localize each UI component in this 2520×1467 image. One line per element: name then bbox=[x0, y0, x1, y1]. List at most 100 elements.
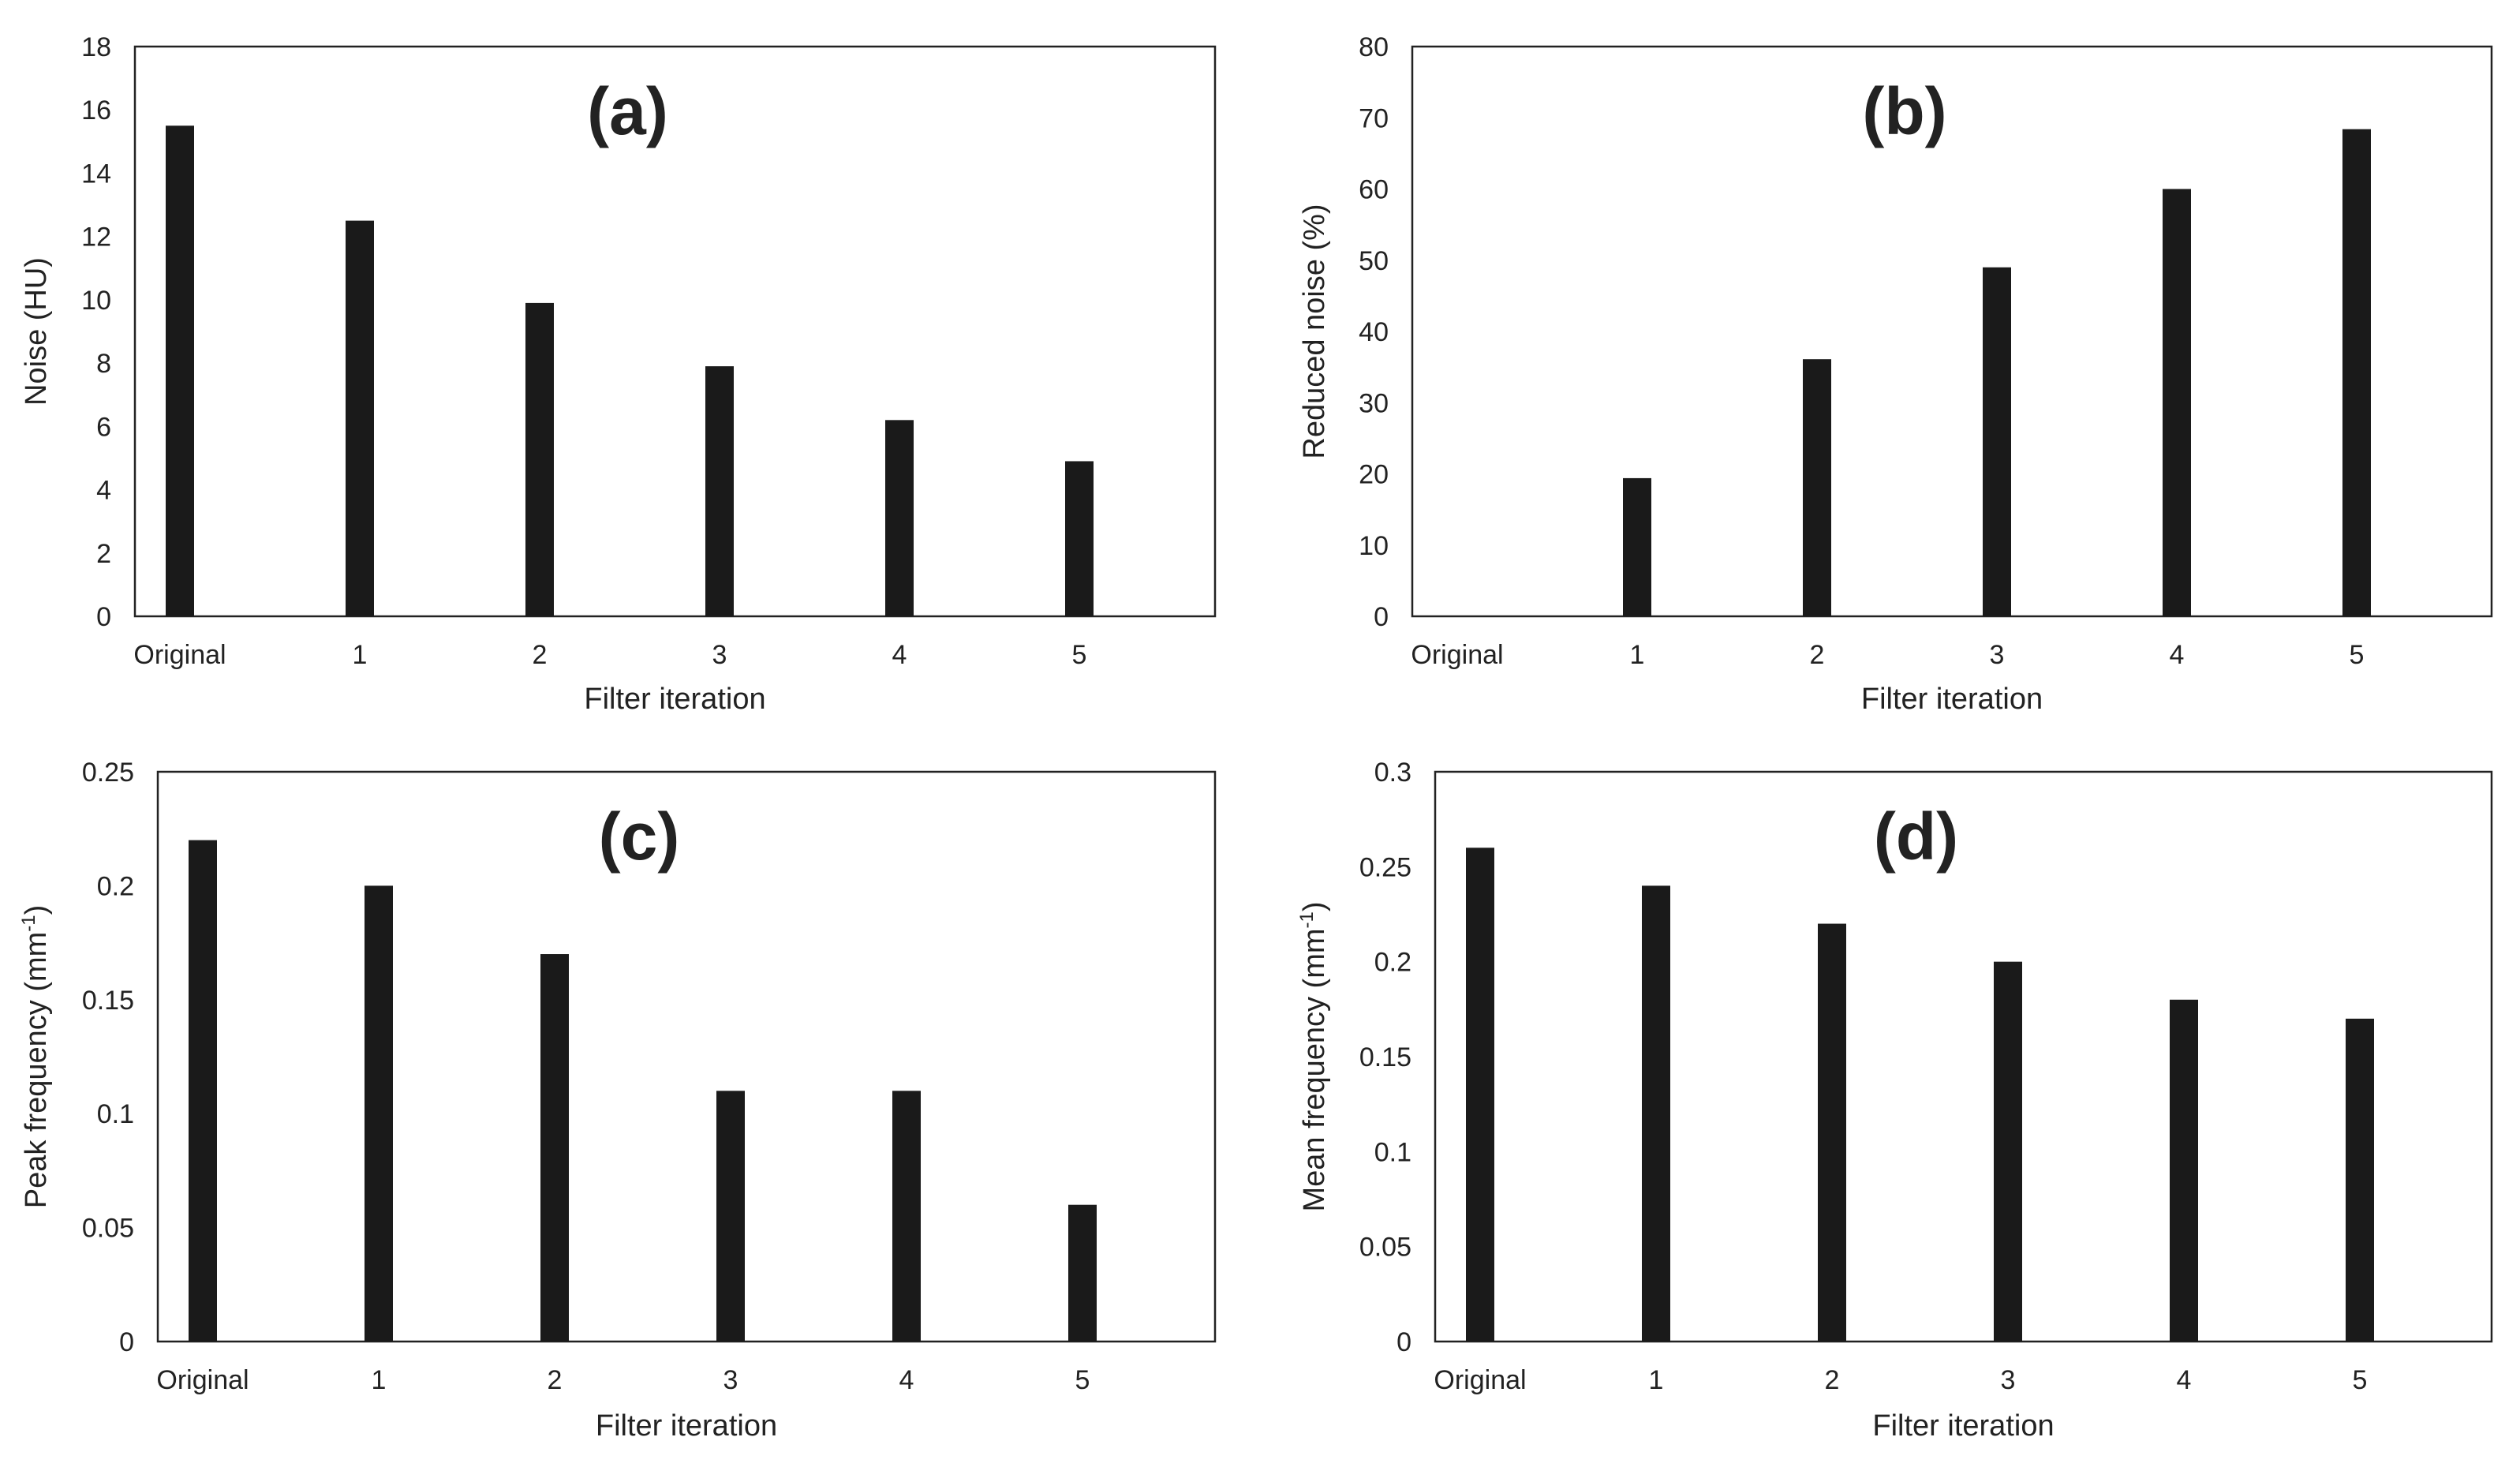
y-tick-label: 0.3 bbox=[1374, 758, 1411, 788]
x-tick-label: 4 bbox=[899, 1365, 914, 1395]
x-tick-label: 5 bbox=[2353, 1365, 2368, 1395]
x-tick-label: 5 bbox=[2350, 640, 2365, 670]
x-tick-label: 3 bbox=[1990, 640, 2005, 670]
x-tick-label: Original bbox=[1434, 1365, 1526, 1395]
bar-2 bbox=[525, 302, 554, 616]
y-tick-label: 6 bbox=[96, 412, 111, 442]
y-tick-label: 0.15 bbox=[1359, 1042, 1411, 1072]
x-tick-label: 1 bbox=[372, 1365, 387, 1395]
x-axis-label: Filter iteration bbox=[1861, 683, 2043, 716]
y-tick-label: 0 bbox=[119, 1327, 134, 1357]
y-axis-label: Reduced noise (%) bbox=[1298, 204, 1331, 458]
bar-1 bbox=[346, 220, 374, 616]
bar-original bbox=[189, 840, 217, 1342]
chart-panel-c: 0 0.05 0.1 0.15 0.2 0.25 Original 1 2 3 4 5 (c) Filte… bbox=[18, 758, 1217, 1443]
plot-frame bbox=[1411, 45, 2493, 618]
bar-3 bbox=[705, 366, 734, 616]
y-tick-label: 60 bbox=[1359, 175, 1389, 205]
chart-panel-d: 0 0.05 0.1 0.15 0.2 0.25 0.3 Original 1 2 3 4 5 (d) Fi… bbox=[1296, 758, 2493, 1443]
x-tick-label: Original bbox=[133, 640, 226, 670]
panel-title: (b) bbox=[1862, 74, 1946, 148]
y-tick-label: 70 bbox=[1359, 103, 1389, 133]
plot-frame bbox=[1434, 770, 2493, 1343]
x-tick-label: 2 bbox=[1810, 640, 1825, 670]
y-tick-label: 0.2 bbox=[97, 871, 134, 901]
bar-1 bbox=[365, 885, 393, 1342]
x-tick-label: 2 bbox=[1825, 1365, 1840, 1395]
bar-3 bbox=[716, 1091, 745, 1342]
bar-original bbox=[166, 125, 194, 616]
y-tick-label: 2 bbox=[96, 539, 111, 569]
x-tick-label: 3 bbox=[712, 640, 727, 670]
panel-title: (a) bbox=[587, 74, 668, 148]
bar-4 bbox=[892, 1091, 921, 1342]
y-tick-label: 0.25 bbox=[82, 758, 134, 788]
x-axis-label: Filter iteration bbox=[1872, 1409, 2054, 1443]
plot-frame bbox=[133, 45, 1217, 618]
y-tick-label: 0 bbox=[96, 602, 111, 632]
x-tick-label: Original bbox=[156, 1365, 249, 1395]
panel-title: (d) bbox=[1874, 799, 1958, 874]
y-tick-label: 10 bbox=[81, 286, 111, 316]
y-tick-label: 16 bbox=[81, 95, 111, 125]
y-tick-label: 14 bbox=[81, 159, 111, 189]
y-tick-label: 8 bbox=[96, 349, 111, 379]
x-tick-label: 3 bbox=[723, 1365, 738, 1395]
bar-2 bbox=[540, 954, 569, 1342]
x-tick-label: 2 bbox=[533, 640, 548, 670]
bar-3 bbox=[1994, 961, 2022, 1342]
bar-2 bbox=[1803, 359, 1831, 616]
bar-4 bbox=[2170, 999, 2198, 1342]
y-tick-label: 40 bbox=[1359, 317, 1389, 347]
y-tick-label: 0.15 bbox=[82, 986, 134, 1016]
bar-5 bbox=[1065, 461, 1094, 616]
bar-1 bbox=[1642, 885, 1670, 1342]
y-tick-label: 4 bbox=[96, 476, 111, 506]
y-tick-label: 30 bbox=[1359, 388, 1389, 418]
x-axis-label: Filter iteration bbox=[584, 683, 765, 716]
y-axis-label: Mean frequency (mm-1) bbox=[1296, 901, 1331, 1211]
x-tick-label: 1 bbox=[1649, 1365, 1664, 1395]
x-tick-label: 4 bbox=[2170, 640, 2185, 670]
y-tick-label: 80 bbox=[1359, 32, 1389, 62]
bar-original bbox=[1466, 848, 1494, 1342]
y-tick-label: 0.1 bbox=[97, 1099, 134, 1129]
y-tick-label: 18 bbox=[81, 32, 111, 62]
y-tick-label: 0.25 bbox=[1359, 852, 1411, 882]
x-tick-label: 1 bbox=[1630, 640, 1645, 670]
bar-1 bbox=[1623, 477, 1651, 616]
plot-frame bbox=[156, 770, 1217, 1343]
bar-3 bbox=[1983, 267, 2011, 616]
bar-2 bbox=[1818, 923, 1846, 1342]
x-tick-label: 5 bbox=[1075, 1365, 1090, 1395]
bar-4 bbox=[885, 420, 914, 616]
y-tick-label: 0.1 bbox=[1374, 1137, 1411, 1167]
x-axis-label: Filter iteration bbox=[596, 1409, 777, 1443]
y-tick-label: 0.05 bbox=[1359, 1233, 1411, 1263]
bar-5 bbox=[2346, 1018, 2374, 1342]
x-tick-label: Original bbox=[1411, 640, 1503, 670]
y-tick-label: 0.2 bbox=[1374, 948, 1411, 978]
bar-5 bbox=[2342, 129, 2371, 616]
y-tick-label: 50 bbox=[1359, 246, 1389, 276]
y-tick-label: 0 bbox=[1396, 1327, 1411, 1357]
y-tick-label: 0.05 bbox=[82, 1214, 134, 1244]
chart-panel-b: 0 10 20 30 40 50 60 70 80 Original 1 2 3 4 5 (b) Filter … bbox=[1298, 32, 2493, 716]
y-axis-label: Noise (HU) bbox=[20, 257, 53, 406]
x-tick-label: 1 bbox=[353, 640, 368, 670]
x-tick-label: 5 bbox=[1072, 640, 1087, 670]
panel-title: (c) bbox=[599, 799, 680, 874]
y-axis-label: Peak frequency (mm-1) bbox=[18, 905, 53, 1209]
x-tick-label: 4 bbox=[2177, 1365, 2192, 1395]
bar-5 bbox=[1068, 1204, 1097, 1342]
x-tick-label: 2 bbox=[548, 1365, 563, 1395]
y-tick-label: 12 bbox=[81, 223, 111, 253]
bar-4 bbox=[2163, 189, 2191, 616]
x-tick-label: 4 bbox=[892, 640, 907, 670]
y-tick-label: 0 bbox=[1374, 602, 1389, 632]
y-tick-label: 20 bbox=[1359, 460, 1389, 490]
y-tick-label: 10 bbox=[1359, 531, 1389, 561]
x-tick-label: 3 bbox=[2001, 1365, 2016, 1395]
